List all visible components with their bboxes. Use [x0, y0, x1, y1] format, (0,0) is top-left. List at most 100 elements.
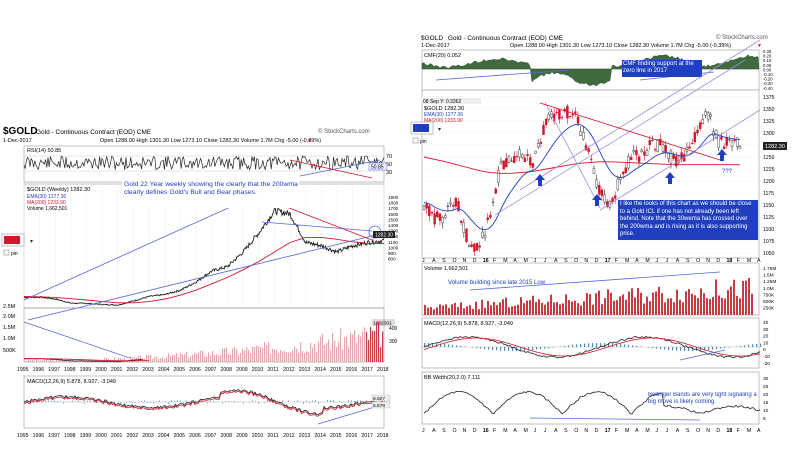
right-volume-bar-83 [673, 302, 675, 315]
right-macd-hist-112 [648, 347, 650, 348]
right-pin-checkbox[interactable] [412, 137, 419, 144]
right-macd-hist-166 [756, 343, 758, 347]
right-cmf-tick-7: -0.30 [763, 81, 773, 86]
left-volume-bar-133 [290, 352, 292, 362]
left-price-tick-1700: 1700 [388, 206, 399, 211]
right-macd-hist-92 [608, 343, 610, 347]
left-year-mid-2004: 2004 [158, 367, 170, 373]
left-dropdown-icon[interactable]: ▾ [30, 239, 33, 245]
left-macd-hist-150 [249, 402, 250, 403]
right-macd-hist-28 [480, 347, 482, 349]
right-volume-bar-14 [466, 306, 468, 315]
left-year-bottom-2013: 2013 [299, 433, 311, 439]
right-candle-body-78 [629, 156, 633, 161]
right-volume-bar-54 [586, 293, 588, 315]
left-volume-bar-20 [64, 360, 66, 362]
right-month-bottom-21: A [635, 428, 639, 434]
right-volume-bar-44 [556, 302, 558, 315]
right-macd-tick-6: -20 [763, 361, 770, 367]
left-chart-panel: $GOLD Gold - Continuous Contract (EOD) C… [0, 120, 399, 458]
left-volume-bar-88 [200, 350, 202, 362]
left-volume-bar-144 [312, 347, 314, 362]
left-year-bottom-1999: 1999 [80, 433, 92, 439]
right-macd-hist-162 [748, 344, 750, 347]
left-volume-bar-99 [222, 348, 224, 362]
right-volume-bar-78 [658, 286, 660, 315]
right-candle-body-69 [606, 201, 609, 207]
right-month-top-3: O [452, 258, 456, 264]
left-year-mid-2014: 2014 [314, 367, 326, 373]
left-macd-hist-42 [87, 400, 88, 402]
right-volume-bar-9 [451, 304, 453, 315]
right-macd-hist-144 [712, 347, 714, 350]
left-ema-label: EMA(30) 1277.36 [27, 194, 66, 200]
left-volume-bar-0 [24, 360, 26, 362]
left-price-tick-1000: 1000 [388, 245, 399, 250]
right-candle-body-13 [457, 201, 460, 212]
right-volume-bar-27 [505, 297, 507, 315]
left-vol-tick-500k: 500K [3, 348, 16, 354]
left-macd-hist-76 [138, 402, 139, 403]
right-candle-body-112 [720, 136, 723, 140]
right-candle-body-12 [454, 197, 458, 207]
left-volume-bar-86 [196, 354, 198, 362]
right-title: $GOLD Gold - Continuous Contract (EOD) C… [421, 35, 564, 42]
right-candle-body-11 [452, 205, 455, 207]
right-month-top-22: M [645, 258, 649, 264]
right-volume-bar-91 [697, 298, 699, 315]
right-volume-bar-77 [655, 291, 657, 315]
right-month-top-1: A [432, 258, 436, 264]
left-annotation-box [122, 181, 299, 208]
right-volume-bar-32 [520, 297, 522, 315]
left-volume-bar-155 [334, 341, 336, 362]
right-candle-body-31 [505, 158, 508, 168]
right-volume-bar-75 [649, 301, 651, 315]
left-volume-bar-5 [34, 360, 36, 362]
right-macd-hist-54 [532, 347, 534, 351]
left-year-bottom-2009: 2009 [236, 433, 248, 439]
right-tooltip [421, 98, 481, 104]
right-price-tick-1300: 1300 [763, 131, 775, 137]
left-volume-bar-28 [80, 360, 82, 362]
left-macd-hist-152 [252, 400, 253, 402]
right-macd-hist-104 [632, 345, 634, 347]
left-macd-hist-60 [114, 402, 115, 404]
right-candle-body-43 [536, 143, 540, 148]
left-volume-bar-61 [146, 355, 148, 362]
right-macd-hist-84 [592, 343, 594, 347]
left-rsi-trendline [289, 159, 373, 179]
right-volume-bar-23 [493, 301, 495, 315]
right-candle-body-114 [725, 137, 728, 146]
right-candle-body-21 [478, 245, 481, 248]
left-macd-hist-172 [282, 400, 283, 402]
left-macd-line [23, 389, 385, 416]
right-macd-hist-36 [496, 347, 498, 351]
left-volume-bar-168 [360, 336, 362, 362]
right-volume-bar-73 [643, 303, 645, 315]
left-macd-hist-20 [54, 400, 55, 402]
right-volume-bar-62 [610, 292, 612, 315]
right-macd-hist-96 [616, 343, 618, 347]
right-bb-panel [421, 371, 760, 425]
right-month-bottom-14: S [564, 428, 568, 434]
left-pin-checkbox[interactable] [3, 249, 10, 256]
left-year-axis-bottom: 1995 1996 1997 1998 1999 2000 2001 2002 2003 2004… [17, 433, 389, 439]
left-macd-hist-108 [186, 400, 187, 402]
left-volume-bar-118 [260, 347, 262, 362]
right-candle-body-85 [648, 140, 651, 146]
right-macd-hist-72 [568, 345, 570, 347]
left-macd-trendline [317, 405, 379, 425]
left-volume-bar-66 [156, 356, 158, 362]
right-dropdown-icon[interactable]: ▾ [438, 127, 441, 133]
right-pin-label: pin [420, 139, 427, 145]
left-year-bottom-2018: 2018 [377, 433, 389, 439]
left-lower-trendline [23, 321, 131, 359]
right-candle-body-3 [430, 212, 434, 214]
left-macd-hist-188 [306, 400, 307, 402]
right-candle-body-82 [640, 149, 643, 152]
right-annotation: I like the looks of this chart as we sho… [618, 200, 758, 240]
left-macd-hist-204 [330, 400, 331, 402]
left-channel-upper [261, 221, 373, 232]
left-volume-bar-69 [162, 356, 164, 362]
left-year-bottom-2008: 2008 [220, 433, 232, 439]
